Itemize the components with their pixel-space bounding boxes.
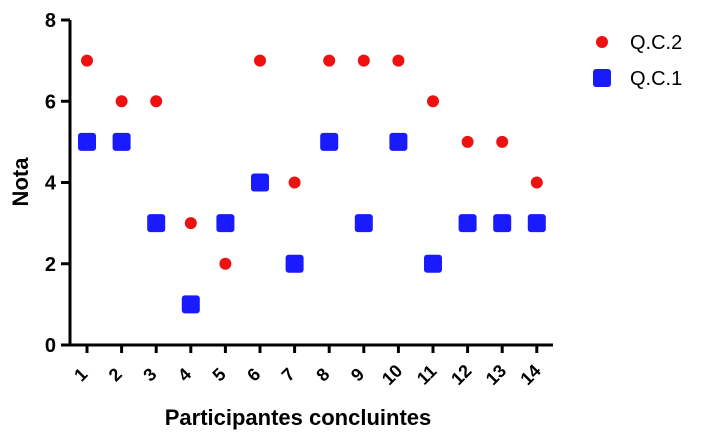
legend-marker bbox=[596, 36, 608, 48]
data-point bbox=[458, 214, 477, 233]
x-tick-label: 10 bbox=[378, 361, 406, 389]
data-point bbox=[219, 257, 232, 270]
data-point bbox=[424, 254, 442, 273]
x-tick-label: 9 bbox=[347, 364, 368, 385]
y-axis-title: Nota bbox=[8, 157, 33, 207]
data-point bbox=[115, 95, 128, 108]
data-point bbox=[251, 173, 269, 192]
data-point bbox=[354, 214, 373, 233]
data-point bbox=[392, 54, 405, 67]
x-tick-label: 4 bbox=[174, 364, 195, 385]
x-axis-title: Participantes concluintes bbox=[165, 405, 432, 430]
series-q-c-2 bbox=[81, 54, 543, 270]
data-point bbox=[285, 254, 304, 273]
x-tick-label: 7 bbox=[278, 364, 299, 385]
data-point bbox=[357, 54, 370, 67]
y-ticks: 0 2 4 6 8 bbox=[45, 10, 70, 357]
data-point bbox=[461, 135, 474, 148]
legend-marker bbox=[593, 69, 611, 87]
data-point bbox=[323, 54, 336, 67]
data-point bbox=[427, 95, 439, 108]
y-tick-label: 2 bbox=[45, 254, 56, 276]
data-point bbox=[288, 176, 301, 189]
legend-label: Q.C.2 bbox=[630, 32, 682, 54]
data-point bbox=[181, 295, 200, 314]
data-point bbox=[496, 135, 509, 148]
x-tick-label: 13 bbox=[482, 361, 510, 389]
data-point bbox=[254, 54, 266, 67]
data-point bbox=[184, 217, 197, 230]
legend: Q.C.2 Q.C.1 bbox=[593, 32, 682, 90]
y-tick-label: 6 bbox=[45, 91, 56, 113]
data-point bbox=[530, 176, 543, 189]
legend-label: Q.C.1 bbox=[630, 68, 682, 90]
data-point bbox=[78, 132, 96, 151]
data-point bbox=[493, 214, 512, 233]
x-ticks: 1 2 3 4 5 6 7 8 9 10 11 12 13 14 bbox=[70, 345, 545, 389]
x-tick-label: 2 bbox=[105, 364, 126, 385]
x-tick-label: 11 bbox=[413, 361, 441, 389]
x-tick-label: 6 bbox=[243, 364, 264, 385]
x-axis: 1 2 3 4 5 6 7 8 9 10 11 12 13 14 Participantes conclu… bbox=[70, 343, 553, 430]
data-point bbox=[150, 95, 163, 108]
data-point bbox=[112, 132, 131, 151]
data-point bbox=[527, 214, 546, 233]
data-point bbox=[389, 132, 408, 151]
series-q-c-1 bbox=[78, 132, 546, 314]
x-tick-label: 8 bbox=[312, 364, 333, 385]
data-point bbox=[320, 132, 339, 151]
data-point bbox=[147, 214, 166, 233]
y-tick-label: 0 bbox=[45, 335, 56, 357]
data-point bbox=[216, 214, 235, 233]
y-tick-label: 8 bbox=[45, 10, 56, 32]
x-tick-label: 5 bbox=[209, 364, 230, 385]
y-tick-label: 4 bbox=[45, 173, 57, 195]
x-tick-label: 12 bbox=[447, 361, 475, 389]
x-tick-label: 14 bbox=[516, 361, 544, 389]
y-axis: 0 2 4 6 8 Nota bbox=[8, 10, 72, 357]
series-layer bbox=[78, 54, 546, 314]
x-tick-label: 3 bbox=[139, 364, 160, 385]
x-tick-label: 1 bbox=[70, 364, 91, 385]
data-point bbox=[81, 54, 93, 67]
